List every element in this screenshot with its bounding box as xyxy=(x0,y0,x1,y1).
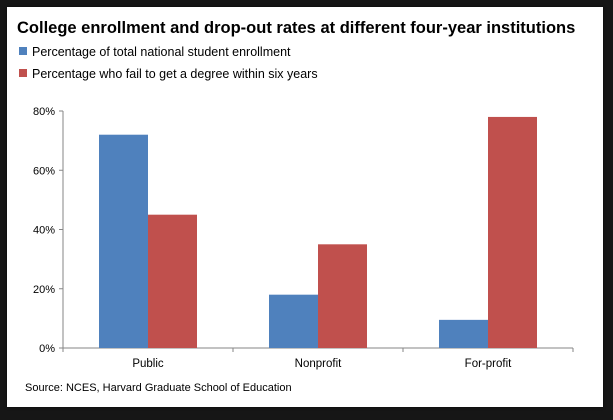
legend-label-dropout: Percentage who fail to get a degree with… xyxy=(32,67,318,81)
x-tick-label: Public xyxy=(132,358,164,370)
legend: Percentage of total national student enr… xyxy=(19,45,318,81)
bars xyxy=(99,116,537,348)
bar-dropout-public xyxy=(148,214,197,348)
bar-enrollment-for-profit xyxy=(439,319,488,348)
x-axis: Public Nonprofit For-profit xyxy=(62,347,574,370)
legend-swatch-dropout xyxy=(19,69,27,77)
bar-enrollment-public xyxy=(99,134,148,348)
legend-label-enrollment: Percentage of total national student enr… xyxy=(32,45,291,59)
y-tick-label: 0% xyxy=(39,343,55,355)
y-tick-label: 20% xyxy=(33,284,55,296)
x-tick-label: Nonprofit xyxy=(295,358,342,370)
y-tick-label: 40% xyxy=(33,225,55,237)
x-tick-label: For-profit xyxy=(465,358,512,370)
chart-title: College enrollment and drop-out rates at… xyxy=(17,19,575,37)
source-note: Source: NCES, Harvard Graduate School of… xyxy=(25,382,292,394)
legend-swatch-enrollment xyxy=(19,47,27,55)
y-tick-label: 60% xyxy=(33,165,55,177)
bar-dropout-for-profit xyxy=(488,116,537,348)
bar-chart: College enrollment and drop-out rates at… xyxy=(17,19,575,394)
bar-enrollment-nonprofit xyxy=(269,294,318,348)
y-axis: 0% 20% 40% 60% 80% xyxy=(33,106,64,355)
bar-dropout-nonprofit xyxy=(318,244,367,348)
chart-card: College enrollment and drop-out rates at… xyxy=(7,7,603,407)
y-tick-label: 80% xyxy=(33,106,55,118)
